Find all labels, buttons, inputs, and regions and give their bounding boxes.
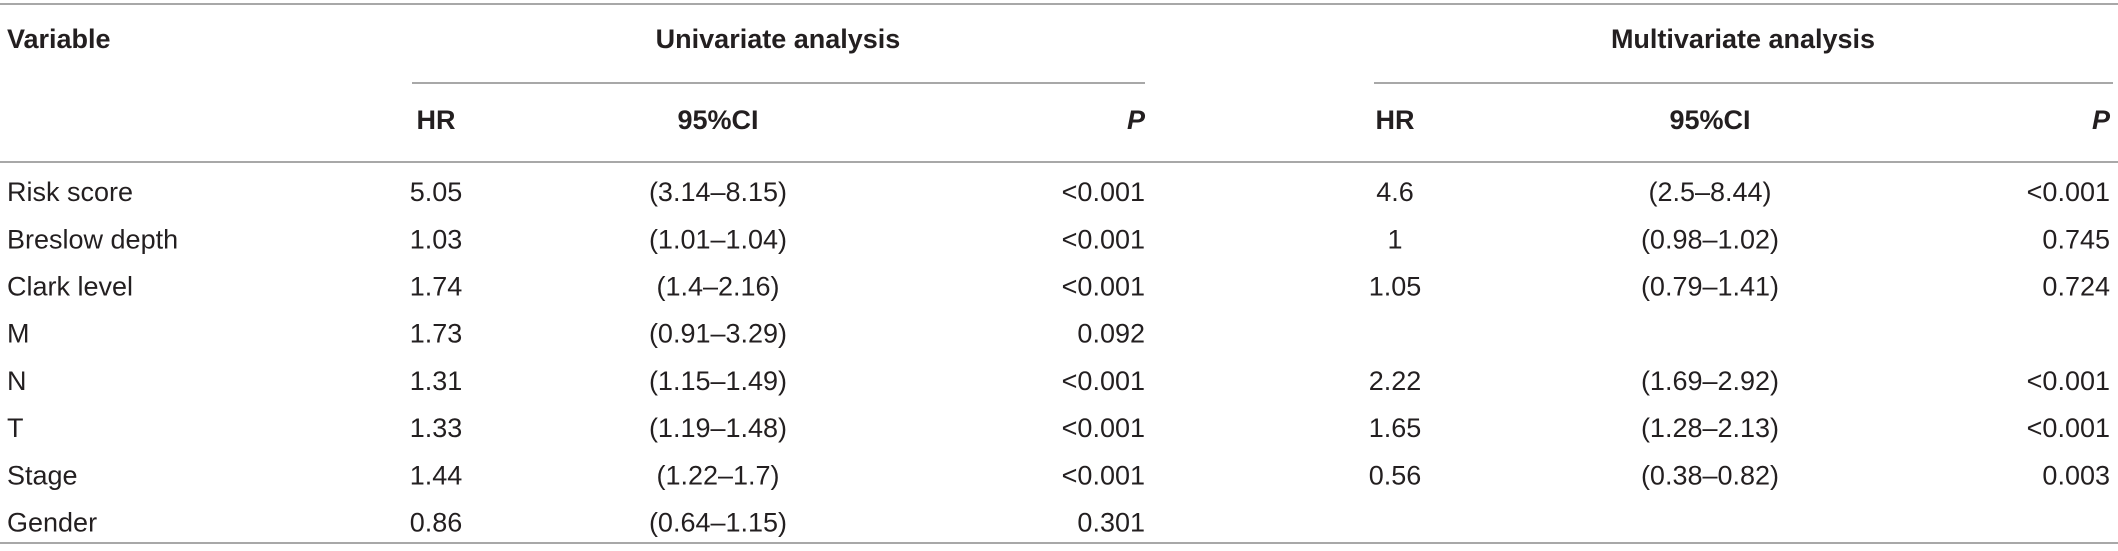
value-cell: <0.001 [1062,272,1145,302]
variable-cell: N [7,366,27,396]
variable-cell: Clark level [7,272,133,302]
column-header: 95%CI [677,105,758,135]
group-header: Univariate analysis [656,24,901,54]
value-cell: 1.74 [410,272,463,302]
value-cell: <0.001 [1062,177,1145,207]
value-cell: (1.15–1.49) [649,366,787,396]
value-cell: 2.22 [1369,366,1422,396]
value-cell: (1.19–1.48) [649,413,787,443]
value-cell: 4.6 [1376,177,1414,207]
value-cell: (1.22–1.7) [656,460,779,490]
value-cell: (1.28–2.13) [1641,413,1779,443]
value-cell: <0.001 [2027,177,2110,207]
column-header: HR [1376,105,1415,135]
value-cell: 0.86 [410,508,463,538]
value-cell: (1.01–1.04) [649,224,787,254]
value-cell: (0.64–1.15) [649,508,787,538]
value-cell: (0.38–0.82) [1641,460,1779,490]
variable-cell: M [7,319,30,349]
value-cell: <0.001 [1062,413,1145,443]
value-cell: 1 [1387,224,1402,254]
value-cell: 1.73 [410,319,463,349]
variable-header: Variable [7,24,111,54]
variable-cell: Gender [7,508,97,538]
column-header: P [1127,105,1146,135]
value-cell: <0.001 [2027,366,2110,396]
value-cell: 0.003 [2042,460,2110,490]
value-cell: (3.14–8.15) [649,177,787,207]
variable-cell: Breslow depth [7,224,178,254]
value-cell: 1.03 [410,224,463,254]
value-cell: 0.092 [1077,319,1145,349]
value-cell: 1.05 [1369,272,1422,302]
group-header: Multivariate analysis [1611,24,1875,54]
column-header: P [2092,105,2111,135]
value-cell: (0.98–1.02) [1641,224,1779,254]
value-cell: 1.65 [1369,413,1422,443]
value-cell: (1.4–2.16) [656,272,779,302]
value-cell: 1.44 [410,460,463,490]
value-cell: 1.31 [410,366,463,396]
value-cell: (0.91–3.29) [649,319,787,349]
column-header: HR [417,105,456,135]
value-cell: 0.745 [2042,224,2110,254]
value-cell: (0.79–1.41) [1641,272,1779,302]
value-cell: 1.33 [410,413,463,443]
variable-cell: Stage [7,460,78,490]
value-cell: 0.301 [1077,508,1145,538]
value-cell: <0.001 [1062,460,1145,490]
value-cell: 0.724 [2042,272,2110,302]
value-cell: 0.56 [1369,460,1422,490]
value-cell: <0.001 [1062,366,1145,396]
value-cell: <0.001 [1062,224,1145,254]
value-cell: (2.5–8.44) [1648,177,1771,207]
value-cell: (1.69–2.92) [1641,366,1779,396]
value-cell: 5.05 [410,177,463,207]
variable-cell: T [7,413,24,443]
variable-cell: Risk score [7,177,133,207]
column-header: 95%CI [1669,105,1750,135]
value-cell: <0.001 [2027,413,2110,443]
